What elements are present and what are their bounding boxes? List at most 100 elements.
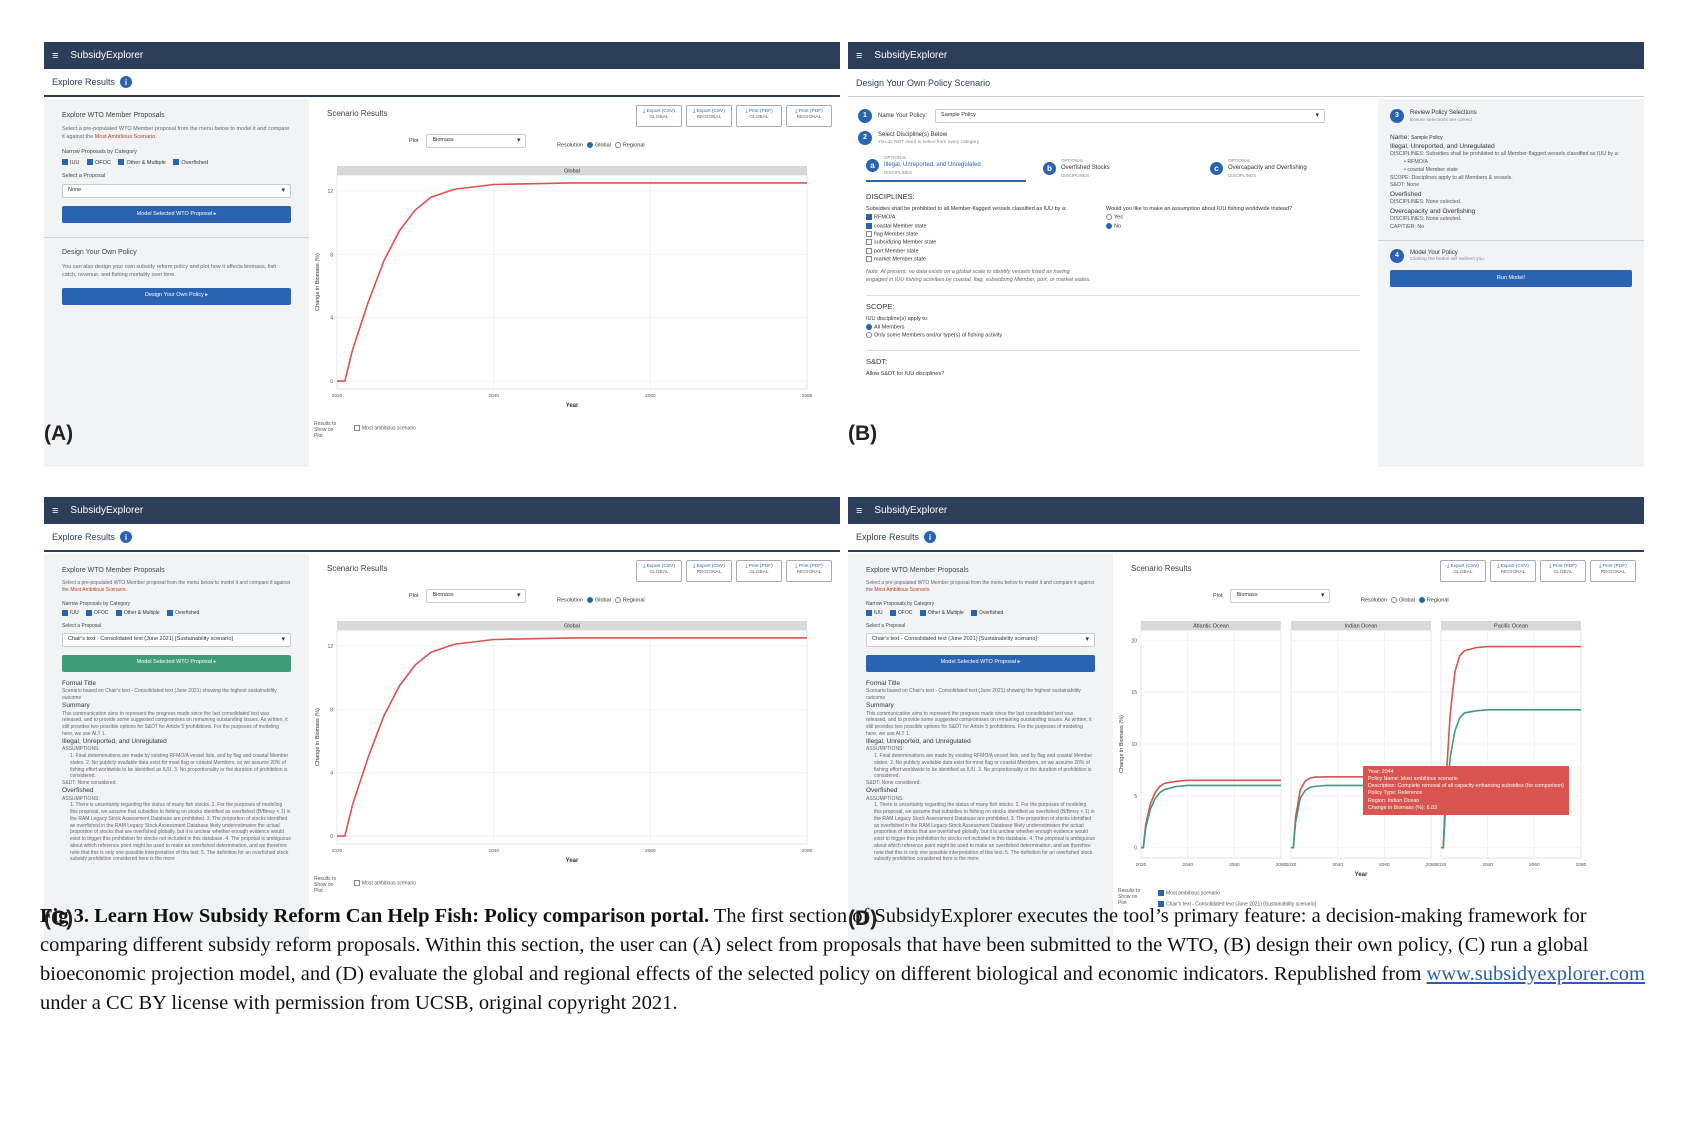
x-tick-label: 2060 [1229, 862, 1240, 868]
checkbox[interactable] [354, 880, 360, 886]
radio-regional[interactable] [1418, 597, 1425, 603]
radio-global[interactable] [1391, 597, 1397, 603]
export-csv-regional-button[interactable]: ⤓ Export (CSV) REGIONAL [1490, 560, 1536, 582]
print-pdf-global-button[interactable]: ⤓ Print (PDF) GLOBAL [736, 105, 782, 127]
x-axis-label: Year [566, 858, 579, 864]
print-pdf-regional-button[interactable]: ⤓ Print (PDF) REGIONAL [786, 105, 832, 127]
proposal-select[interactable]: Chair's text - Consolidated text (June 2… [866, 632, 1095, 647]
y-tick-label: 8 [330, 707, 333, 713]
menu-icon[interactable]: ≡ [52, 504, 59, 517]
y-tick-label: 12 [327, 644, 333, 650]
checkbox[interactable] [354, 425, 360, 431]
scenario-title: Scenario Results [1131, 564, 1192, 573]
x-axis-label: Year [1355, 872, 1368, 878]
proposal-select[interactable]: Chair's text - Consolidated text (June 2… [62, 632, 291, 647]
disc-option[interactable]: flag Member state [866, 231, 1106, 239]
step-2-label: Select Discipline(s) Below [878, 132, 948, 138]
plot-select[interactable]: Biomass [426, 134, 527, 148]
summary-title: Summary [866, 701, 894, 709]
menu-icon[interactable]: ≡ [856, 504, 863, 517]
checkbox[interactable] [971, 609, 978, 616]
checkbox[interactable] [118, 159, 125, 166]
checkbox[interactable] [890, 609, 897, 616]
policy-name-input[interactable]: Sample Policy [935, 109, 1326, 123]
checkbox[interactable] [1158, 901, 1164, 907]
export-csv-regional-button[interactable]: ⤓ Export (CSV) REGIONAL [686, 105, 732, 127]
x-tick-label: 2040 [488, 393, 499, 399]
panel-label: (A) [44, 422, 74, 445]
print-pdf-global-button[interactable]: ⤓ Print (PDF) GLOBAL [1540, 560, 1586, 582]
formal-text: Scenario based on Chair's text - Consoli… [62, 688, 277, 702]
checkbox[interactable] [62, 609, 68, 616]
disc-option[interactable]: coastal Member state [866, 222, 1106, 231]
export-csv-global-button[interactable]: ⤓ Export (CSV) GLOBAL [636, 560, 682, 582]
radio-yes[interactable]: Yes [1106, 214, 1346, 222]
caption-text-2: under a CC BY license with permission fr… [40, 992, 678, 1014]
export-csv-global-button[interactable]: ⤓ Export (CSV) GLOBAL [1440, 560, 1486, 582]
info-icon[interactable]: i [924, 531, 937, 543]
export-csv-global-button[interactable]: ⤓ Export (CSV) GLOBAL [636, 105, 682, 127]
radio-global[interactable] [587, 142, 593, 148]
facet-strip [337, 166, 807, 175]
step-2-sub: You do NOT need to select from every cat… [878, 139, 980, 145]
iuu-title: Illegal, Unreported, and Unregulated [62, 737, 167, 745]
disc-option[interactable]: market Member state [866, 256, 1106, 264]
app-name: SubsidyExplorer [70, 505, 144, 516]
plot-select[interactable]: Biomass [426, 589, 527, 603]
model-proposal-button[interactable]: Model Selected WTO Proposal ▸ [62, 206, 291, 224]
export-csv-regional-button[interactable]: ⤓ Export (CSV) REGIONAL [686, 560, 732, 582]
narrow-label: Narrow Proposals by Category [62, 600, 131, 607]
facet-strip [1441, 621, 1581, 630]
print-pdf-regional-button[interactable]: ⤓ Print (PDF) REGIONAL [1590, 560, 1636, 582]
checkbox[interactable] [866, 609, 872, 616]
chart-tooltip: Year: 2044 Policy Name: Most ambitious s… [1363, 766, 1569, 815]
info-icon[interactable]: i [120, 531, 133, 543]
radio-all-members[interactable]: All Members [866, 323, 1360, 332]
sub-header: Explore Results i [848, 524, 1644, 552]
checkbox[interactable] [173, 159, 180, 166]
checkbox[interactable] [167, 609, 174, 616]
sdt-prompt: Allow S&DT for IUU disciplines? [866, 371, 945, 378]
tab-overcapacity[interactable]: c OPTIONAL Overcapacity and Overfishing DIS… [1210, 155, 1360, 183]
radio-global[interactable] [587, 597, 593, 603]
assume-question: Would you like to make an assumption abo… [1106, 206, 1293, 213]
tab-overfished[interactable]: b OPTIONAL Overfished Stocks DISCIPLINES [1043, 155, 1193, 183]
radio-some-members[interactable]: Only some Members and/or type(s) of fish… [866, 331, 1360, 340]
results-main: Scenario Results ⤓ Export (CSV) GLOBAL ⤓ … [1113, 554, 1644, 944]
caption-link[interactable]: www.subsidyexplorer.com [1426, 963, 1645, 985]
checkbox[interactable] [62, 159, 68, 166]
disc-option[interactable]: RFMO/A [866, 214, 1106, 222]
checkbox[interactable] [115, 609, 122, 616]
x-tick-label: 2060 [1379, 862, 1390, 868]
disc-option[interactable]: port Member state [866, 247, 1106, 256]
legend-item: Most ambitious scenario [354, 425, 416, 431]
checkbox[interactable] [919, 609, 926, 616]
model-proposal-button[interactable]: Model Selected WTO Proposal ▸ [62, 654, 291, 672]
menu-icon[interactable]: ≡ [856, 49, 863, 62]
checkbox[interactable] [86, 609, 93, 616]
print-pdf-global-button[interactable]: ⤓ Print (PDF) GLOBAL [736, 560, 782, 582]
menu-icon[interactable]: ≡ [52, 49, 59, 62]
legend-item: Most ambitious scenario [1158, 890, 1220, 896]
run-model-button[interactable]: Run Model! [1390, 270, 1632, 288]
checkbox[interactable] [1158, 890, 1164, 896]
top-bar: ≡ SubsidyExplorer [44, 497, 840, 524]
resolution-row: Resolution Global Regional [557, 597, 645, 604]
proposal-select[interactable]: None [62, 184, 291, 199]
plot-select[interactable]: Biomass [1230, 589, 1331, 603]
disc-option[interactable]: subsidizing Member state [866, 239, 1106, 247]
radio-no[interactable]: No [1106, 222, 1346, 231]
x-axis-label: Year [566, 403, 579, 409]
overfished-items: 1. There is uncertainty regarding the st… [874, 802, 1095, 863]
radio-regional[interactable] [614, 597, 621, 603]
checkbox[interactable] [87, 159, 94, 166]
wto-desc: Select a pre-populated WTO Member propos… [62, 580, 291, 594]
panel-label: (C) [44, 907, 74, 930]
model-proposal-button[interactable]: Model Selected WTO Proposal ▸ [866, 654, 1095, 672]
tab-iuu[interactable]: a OPTIONAL Illegal, Unreported, and Unregu… [866, 155, 1026, 183]
info-icon[interactable]: i [120, 76, 133, 88]
design-policy-button[interactable]: Design Your Own Policy ▸ [62, 287, 291, 305]
print-pdf-regional-button[interactable]: ⤓ Print (PDF) REGIONAL [786, 560, 832, 582]
radio-regional[interactable] [614, 142, 621, 148]
y-tick-label: 12 [327, 189, 333, 195]
